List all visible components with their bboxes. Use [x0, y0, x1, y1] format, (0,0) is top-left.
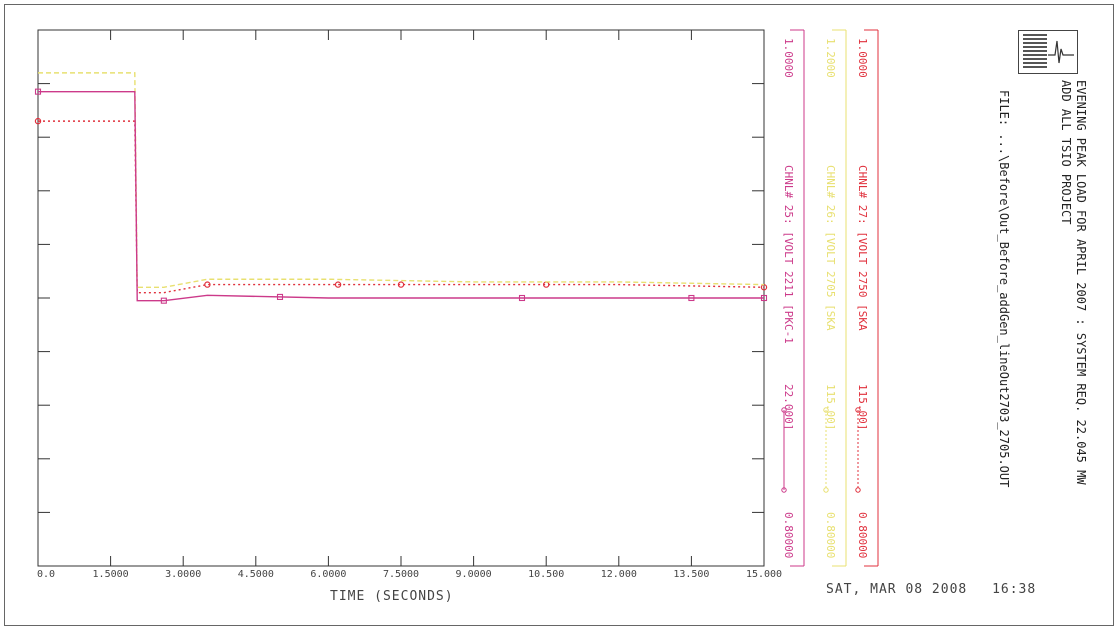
channel-min: 0.80000: [856, 512, 869, 559]
channel-sample-marker: [823, 487, 829, 493]
x-tick-label: 1.5000: [92, 569, 129, 580]
series-marker: [160, 297, 167, 304]
series-marker: [760, 294, 768, 302]
channel-sample-marker: [781, 487, 787, 493]
x-tick-label: 15.000: [745, 569, 783, 580]
channel-label: CHNL# 27: [VOLT 2750 [SKA: [856, 165, 869, 331]
series-marker: [334, 281, 342, 288]
x-tick-label: 12.000: [600, 569, 637, 580]
series-line: [38, 72, 765, 288]
page-frame: [4, 4, 1114, 626]
channel-base: 115.00]: [824, 384, 837, 431]
x-tick-label: 13.500: [673, 569, 710, 580]
waveform-icon: [1048, 40, 1074, 64]
series-line: [38, 120, 765, 294]
channel-label: CHNL# 26: [VOLT 2705 [SKA: [824, 165, 837, 331]
channel-max: 1.2000: [824, 38, 837, 78]
channel-min: 0.80000: [782, 512, 795, 559]
channel-sample-marker: [855, 487, 861, 493]
logo-lettering: [1023, 34, 1047, 70]
series-marker: [34, 117, 42, 125]
channel-min: 0.80000: [824, 512, 837, 559]
channel-sample-marker: [855, 407, 861, 413]
channel-sample-marker: [781, 407, 787, 413]
channel-sample-marker: [823, 407, 829, 413]
x-tick-label: 3.0000: [165, 569, 202, 580]
series-marker: [688, 294, 695, 302]
series-line: [38, 90, 764, 302]
footer-timestamp: SAT, MAR 08 2008 16:38: [826, 582, 1052, 597]
channel-base: 22.000]: [782, 384, 795, 431]
series-marker: [276, 293, 284, 300]
channel-base: 115.00]: [856, 384, 869, 431]
x-tick-label: 0.0: [36, 569, 56, 580]
file-path: FILE: ...\Before\Out_Before_addGen_lineO…: [997, 90, 1011, 488]
series-marker: [34, 88, 42, 95]
x-tick-label: 10.500: [528, 569, 565, 580]
channel-max: 1.0000: [856, 38, 869, 78]
footer-date: SAT, MAR 08 2008: [826, 582, 968, 597]
x-tick-label: 9.0000: [455, 569, 492, 580]
series-marker: [204, 281, 211, 288]
series-marker: [760, 284, 768, 291]
x-axis-title: TIME (SECONDS): [330, 589, 454, 604]
channel-label: CHNL# 25: [VOLT 2211 [PKC-1: [782, 165, 795, 344]
series-marker: [518, 294, 526, 302]
x-tick-label: 6.0000: [310, 569, 347, 580]
series-marker: [397, 281, 405, 288]
company-logo: [1018, 30, 1078, 74]
header-title-line2: ADD ALL TSIO PROJECT: [1059, 80, 1073, 225]
x-tick-label: 4.5000: [237, 569, 274, 580]
footer-time: 16:38: [992, 582, 1037, 597]
channel-max: 1.0000: [782, 38, 795, 78]
header-title-line1: EVENING PEAK LOAD FOR APRIL 2007 : SYSTE…: [1074, 80, 1088, 485]
x-tick-label: 7.5000: [382, 569, 420, 580]
